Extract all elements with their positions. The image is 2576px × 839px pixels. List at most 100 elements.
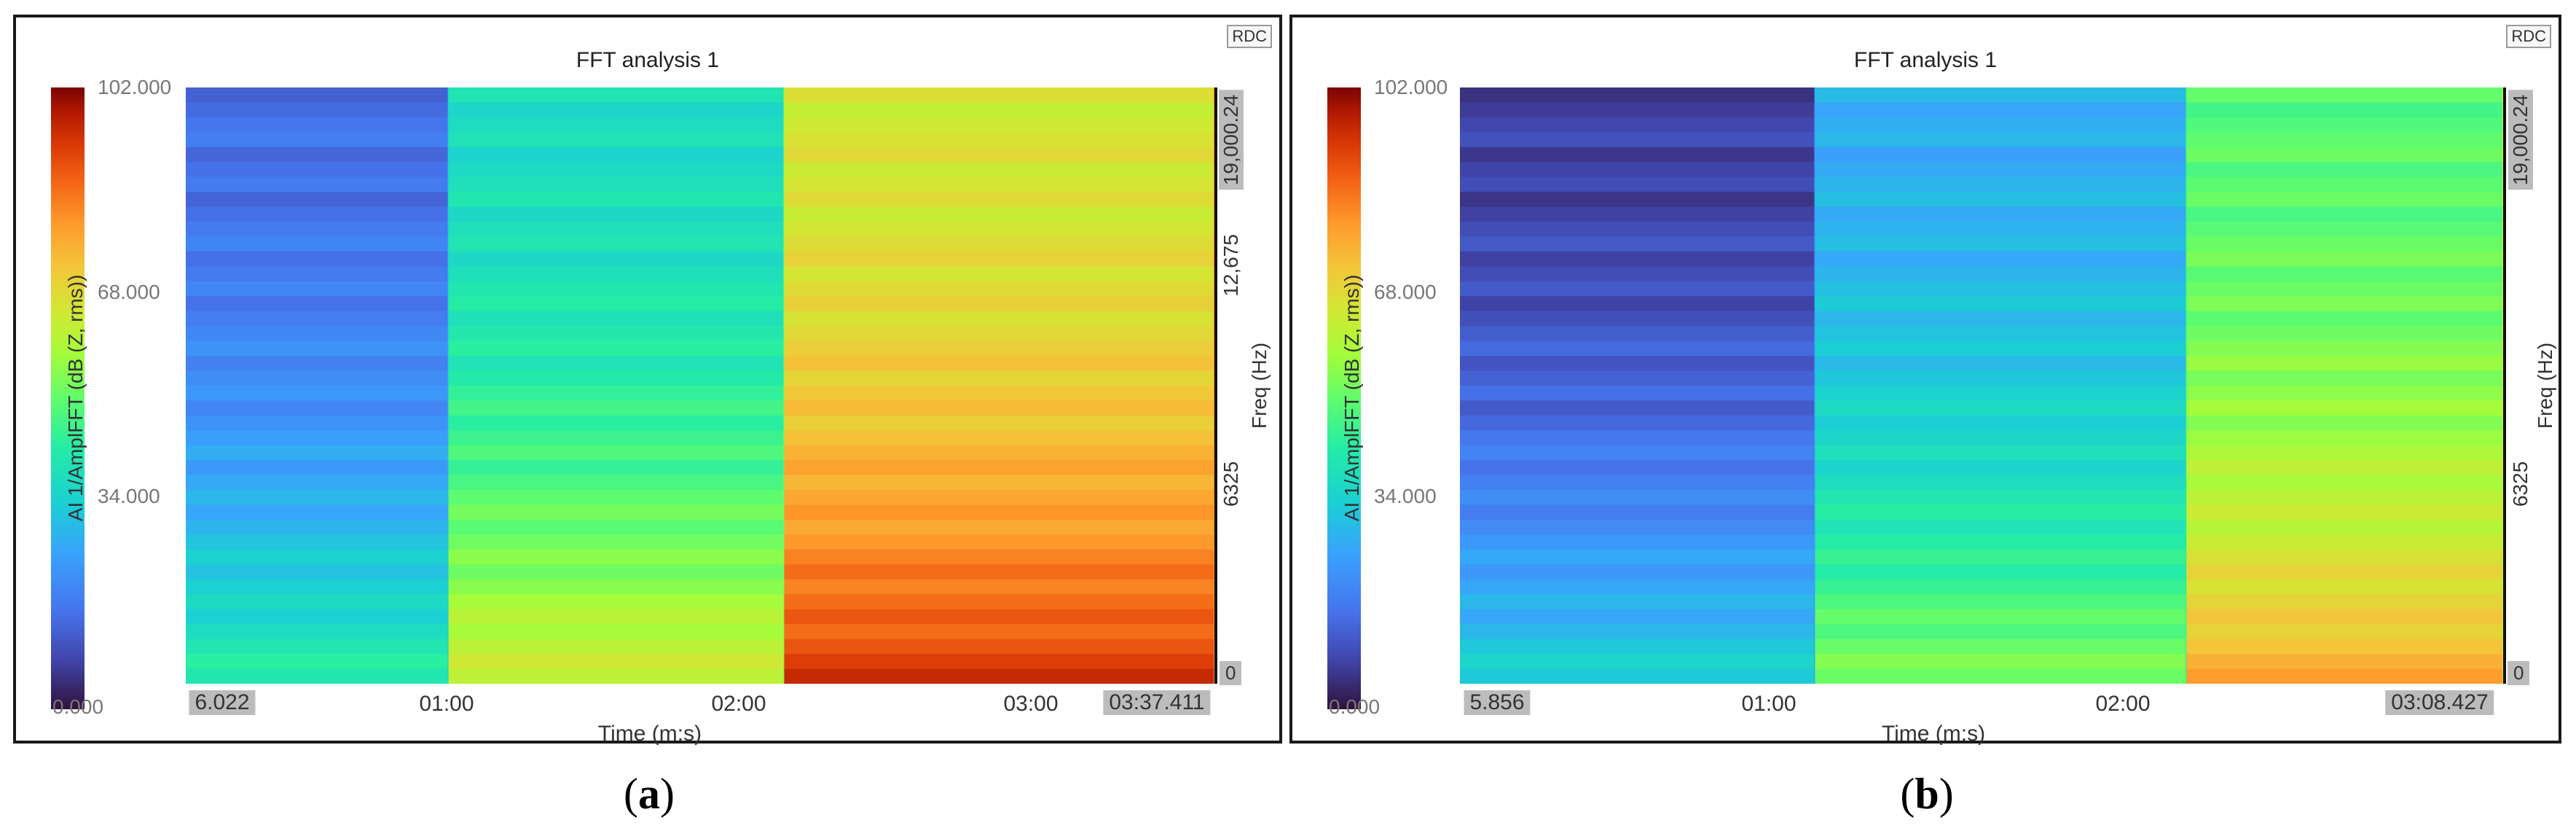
spectrogram-plot[interactable] [1460, 87, 2503, 684]
spectrogram-cell [2186, 400, 2503, 416]
colorbar-tick-0: 0.000 [52, 695, 104, 718]
spectrogram-cell [1815, 117, 2187, 133]
spectrogram-cell [1815, 654, 2187, 670]
caption-b-letter: b [1915, 770, 1939, 818]
spectrogram-cell [2186, 624, 2503, 640]
spectrogram-cell [448, 668, 785, 684]
spectrogram-cell [448, 460, 785, 476]
spectrogram-cell [784, 311, 1214, 327]
colorbar-tick-34: 34.000 [98, 485, 160, 507]
spectrogram-cell [1460, 639, 1815, 655]
time-axis-label: Time (m:s) [1881, 722, 1986, 746]
spectrogram-cell [448, 475, 785, 491]
spectrogram-cell [186, 579, 449, 595]
freq-tick-12675: 12,675 [1220, 234, 1242, 297]
spectrogram-cell [2186, 162, 2503, 178]
spectrogram-cell [1460, 206, 1815, 222]
colorbar-label: AI 1/AmplFFT (dB (Z, rms)) [64, 274, 87, 522]
spectrogram-cell [186, 370, 449, 386]
spectrogram-cell [1815, 206, 2187, 222]
colorbar [1327, 87, 1361, 709]
spectrogram-cell [186, 549, 449, 565]
spectrogram-cell [784, 117, 1214, 133]
spectrogram-cell [186, 102, 449, 118]
spectrogram-cell [186, 400, 449, 416]
spectrogram-cell [2186, 445, 2503, 461]
spectrogram-cell [1460, 668, 1815, 684]
spectrogram-svg [186, 87, 1214, 684]
time-end-label: 03:37.411 [1103, 690, 1211, 715]
rdc-badge[interactable]: RDC [2506, 25, 2551, 48]
spectrogram-cell [1815, 624, 2187, 640]
spectrogram-cell [186, 266, 449, 282]
spectrogram-cell [1815, 311, 2187, 327]
spectrogram-cell [784, 460, 1214, 476]
spectrogram-cell [448, 356, 785, 372]
spectrogram-cell [186, 475, 449, 491]
spectrogram-cell [186, 654, 449, 670]
time-tick-0100: 01:00 [1741, 692, 1796, 716]
spectrogram-cell [784, 176, 1214, 192]
spectrogram-cell [1815, 445, 2187, 461]
colorbar-tick-68: 68.000 [1374, 281, 1437, 303]
spectrogram-cell [448, 400, 785, 416]
spectrogram-plot[interactable] [186, 87, 1214, 684]
freq-tick-19000: 19,000.24 [1219, 90, 1244, 190]
spectrogram-cell [2186, 236, 2503, 252]
spectrogram-cell [448, 639, 785, 655]
spectrogram-cell [448, 490, 785, 506]
spectrogram-cell [186, 311, 449, 327]
spectrogram-cell [1815, 430, 2187, 446]
spectrogram-cell [1815, 564, 2187, 580]
spectrogram-cell [784, 356, 1214, 372]
spectrogram-cell [2186, 147, 2503, 163]
spectrogram-cell [784, 326, 1214, 342]
spectrogram-cell [784, 668, 1214, 684]
spectrogram-svg [1460, 87, 2503, 684]
spectrogram-cell [1460, 430, 1815, 446]
spectrogram-cell [186, 326, 449, 342]
spectrogram-cell [448, 564, 785, 580]
spectrogram-cell [186, 296, 449, 312]
spectrogram-cell [1460, 281, 1815, 297]
spectrogram-cell [2186, 639, 2503, 655]
spectrogram-cell [448, 311, 785, 327]
spectrogram-cell [1460, 147, 1815, 163]
spectrogram-cell [2186, 222, 2503, 237]
spectrogram-cell [1815, 639, 2187, 655]
spectrogram-cell [784, 206, 1214, 222]
spectrogram-cell [1815, 87, 2187, 103]
spectrogram-cell [448, 281, 785, 297]
spectrogram-cell [1815, 132, 2187, 148]
spectrogram-cell [1460, 594, 1815, 610]
spectrogram-cell [2186, 296, 2503, 312]
freq-axis [2503, 87, 2506, 684]
spectrogram-cell [784, 132, 1214, 148]
spectrogram-cell [784, 594, 1214, 610]
spectrogram-cell [448, 609, 785, 625]
spectrogram-cell [784, 400, 1214, 416]
spectrogram-cell [1460, 579, 1815, 595]
spectrogram-cell [1815, 609, 2187, 625]
spectrogram-cell [448, 222, 785, 237]
spectrogram-cell [2186, 281, 2503, 297]
spectrogram-cell [1460, 534, 1815, 550]
spectrogram-cell [1460, 564, 1815, 580]
rdc-badge[interactable]: RDC [1227, 25, 1272, 48]
spectrogram-cell [2186, 326, 2503, 342]
spectrogram-cell [1460, 87, 1815, 103]
spectrogram-cell [1460, 400, 1815, 416]
spectrogram-cell [1460, 296, 1815, 312]
spectrogram-cell [784, 654, 1214, 670]
spectrogram-cell [2186, 504, 2503, 520]
colorbar-tick-0: 0.000 [1329, 695, 1381, 718]
spectrogram-cell [784, 236, 1214, 252]
spectrogram-cell [1815, 400, 2187, 416]
spectrogram-cell [2186, 192, 2503, 208]
spectrogram-cell [2186, 386, 2503, 401]
spectrogram-cell [1815, 668, 2187, 684]
spectrogram-cell [1460, 490, 1815, 506]
spectrogram-cell [186, 132, 449, 148]
spectrogram-cell [448, 176, 785, 192]
spectrogram-cell [2186, 340, 2503, 356]
